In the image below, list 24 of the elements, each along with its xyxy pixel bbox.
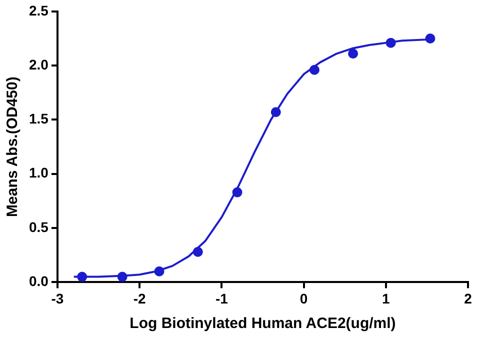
- y-tick-label: 0.0: [28, 273, 49, 290]
- y-tick-label: 2.5: [28, 2, 49, 18]
- point: [348, 48, 358, 59]
- y-tick-label: 0.5: [28, 218, 49, 235]
- x-tick-label: -1: [215, 290, 228, 306]
- x-tick-label: 0: [300, 290, 308, 306]
- x-tick-label: -3: [51, 290, 64, 306]
- point: [154, 266, 164, 276]
- y-tick-label: 1.0: [28, 164, 49, 181]
- point: [386, 38, 396, 48]
- x-tick-label: -2: [133, 290, 146, 306]
- y-tick-label: 1.5: [28, 110, 49, 127]
- point: [192, 246, 203, 257]
- point: [270, 107, 281, 118]
- x-axis-title: Log Biotinylated Human ACE2(ug/ml): [130, 315, 396, 332]
- point: [77, 272, 88, 282]
- x-tick-label: 1: [382, 290, 390, 306]
- y-axis-title: Means Abs.(OD450): [4, 76, 22, 217]
- point: [309, 64, 320, 75]
- x-tick-label: 2: [464, 290, 472, 306]
- y-tick-label: 2.0: [28, 56, 49, 72]
- point: [425, 33, 436, 44]
- point: [117, 272, 128, 282]
- point: [232, 187, 242, 198]
